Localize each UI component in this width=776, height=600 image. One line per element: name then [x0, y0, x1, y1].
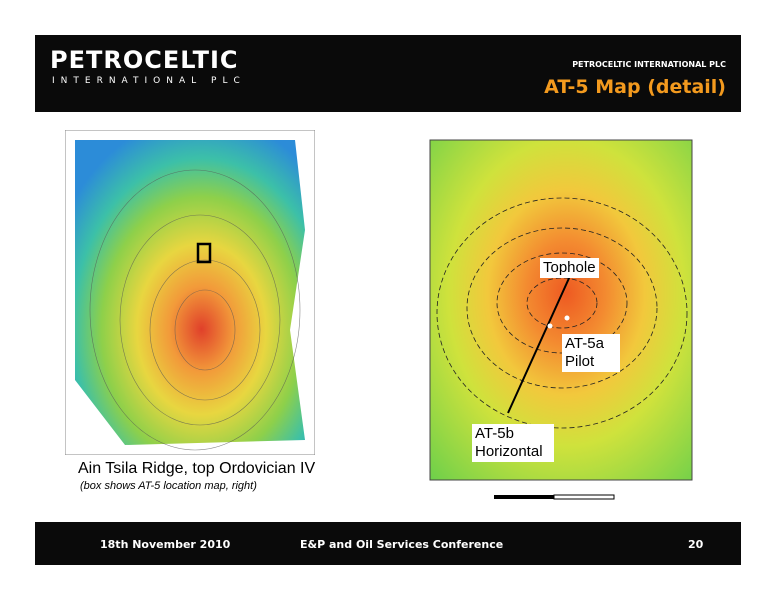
header-bar	[35, 35, 741, 112]
footer-date: 18th November 2010	[100, 538, 231, 551]
map-label: AT-5a Pilot	[562, 334, 620, 372]
map-caption: Ain Tsila Ridge, top Ordovician IV	[78, 460, 316, 477]
logo-sub: INTERNATIONAL PLC	[52, 76, 246, 86]
map-subcaption: (box shows AT-5 location map, right)	[80, 480, 257, 492]
left-map	[65, 130, 315, 455]
right-map	[412, 128, 707, 513]
footer-bar	[35, 522, 741, 565]
logo: PETROCELTIC	[50, 46, 239, 74]
page-number: 20	[688, 538, 704, 551]
map-label: Tophole	[540, 258, 599, 278]
slide-title: AT-5 Map (detail)	[544, 76, 726, 98]
footer-event: E&P and Oil Services Conference	[300, 538, 504, 551]
company: PETROCELTIC INTERNATIONAL PLC	[572, 60, 726, 69]
map-label: AT-5b Horizontal	[472, 424, 554, 462]
